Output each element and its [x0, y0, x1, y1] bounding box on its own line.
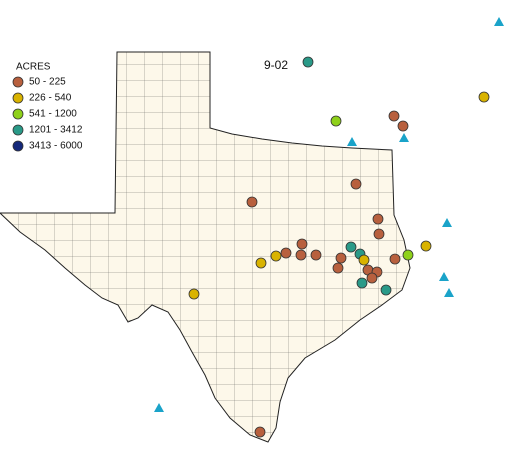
- site: [372, 213, 384, 225]
- legend-swatch: [12, 76, 24, 88]
- site: [345, 241, 357, 253]
- map-label: 9-02: [264, 58, 288, 72]
- offshore-site: [154, 403, 164, 412]
- legend-swatch: [12, 92, 24, 104]
- site: [350, 178, 362, 190]
- site: [356, 277, 368, 289]
- site: [335, 252, 347, 264]
- legend-label: 226 - 540: [29, 93, 72, 104]
- sites: [154, 17, 504, 438]
- legend-label: 1201 - 3412: [29, 125, 83, 136]
- legend: ACRES 50 - 225 226 - 540 541 - 1200 1201 - …: [12, 62, 83, 152]
- site: [332, 262, 344, 274]
- offshore-site: [439, 272, 449, 281]
- site: [380, 284, 392, 296]
- legend-swatch: [12, 124, 24, 136]
- site: [373, 228, 385, 240]
- site: [358, 254, 370, 266]
- site: [310, 249, 322, 261]
- legend-label: 3413 - 6000: [29, 141, 83, 152]
- site: [402, 249, 414, 261]
- legend-label: 541 - 1200: [29, 109, 77, 120]
- site: [280, 247, 292, 259]
- site: [397, 120, 409, 132]
- site: [330, 115, 342, 127]
- offshore-site: [442, 218, 452, 227]
- site: [478, 91, 490, 103]
- offshore-site: [494, 17, 504, 26]
- offshore-site: [399, 133, 409, 142]
- site: [296, 238, 308, 250]
- site: [188, 288, 200, 300]
- site: [295, 249, 307, 261]
- legend-swatch: [12, 108, 24, 120]
- site: [270, 250, 282, 262]
- offshore-site: [347, 137, 357, 146]
- site: [255, 257, 267, 269]
- offshore-site: [444, 288, 454, 297]
- legend-swatch: [12, 140, 24, 152]
- site: [254, 426, 266, 438]
- site: [420, 240, 432, 252]
- legend-label: 50 - 225: [29, 77, 66, 88]
- site: [302, 56, 314, 68]
- site: [389, 253, 401, 265]
- legend-title: ACRES: [16, 62, 51, 73]
- site: [246, 196, 258, 208]
- site: [388, 110, 400, 122]
- site: [366, 272, 378, 284]
